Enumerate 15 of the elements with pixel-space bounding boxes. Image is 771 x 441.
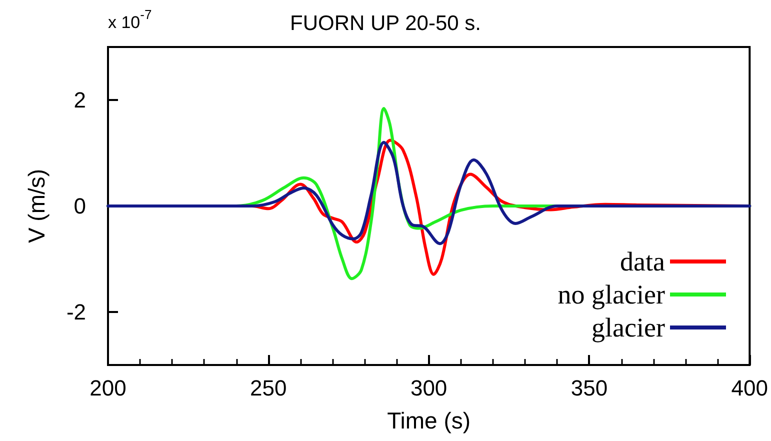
- x-tick-label: 250: [250, 376, 287, 400]
- y-tick-label: 0: [74, 194, 86, 218]
- y-axis-title: V (m/s): [24, 168, 50, 244]
- chart-title: FUORN UP 20-50 s.: [290, 12, 481, 35]
- legend-label: glacier: [592, 312, 665, 342]
- x-tick-label: 300: [410, 376, 448, 400]
- x-tick-label: 350: [570, 376, 608, 400]
- legend-label: no glacier: [558, 280, 665, 310]
- y-tick-label: 2: [74, 88, 86, 112]
- x-axis-title: Time (s): [387, 408, 471, 434]
- y-tick-label: -2: [66, 300, 86, 324]
- x-tick-label: 400: [731, 376, 768, 400]
- line-series: [106, 140, 752, 246]
- legend-label: data: [620, 246, 665, 276]
- x-tick-label: 200: [90, 376, 126, 400]
